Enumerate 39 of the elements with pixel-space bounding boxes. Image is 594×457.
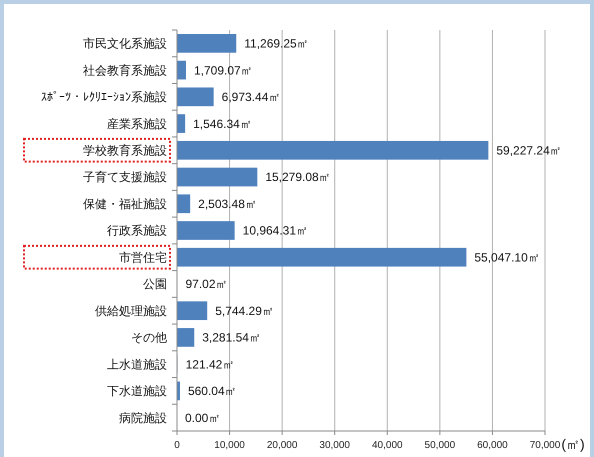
x-tick-label: 0 <box>174 440 180 451</box>
x-tick-label: 40,000 <box>372 440 404 451</box>
x-tick-label: 60,000 <box>477 440 508 451</box>
y-tick-label: 行政系施設 <box>107 224 167 238</box>
y-tick-label: 下水道施設 <box>107 384 167 398</box>
x-tick-label: 30,000 <box>319 440 350 451</box>
y-tick-label: 公園 <box>143 277 167 292</box>
y-tick-label: 産業系施設 <box>107 116 167 131</box>
data-label: 15,279.08㎡ <box>265 170 331 184</box>
data-label: 11,269.25㎡ <box>244 36 309 51</box>
x-tick-label: 50,000 <box>424 440 456 451</box>
x-tick-label: 70,000 <box>530 440 561 451</box>
y-tick-label: 市民文化系施設 <box>83 36 167 51</box>
data-label: 560.04㎡ <box>188 384 237 398</box>
x-axis-title: (㎡) <box>561 436 585 452</box>
y-tick-label: 上水道施設 <box>107 357 167 372</box>
y-tick-label: 保健・福祉施設 <box>83 196 167 211</box>
data-label: 0.00㎡ <box>185 410 220 425</box>
data-label: 1,709.07㎡ <box>194 63 253 78</box>
y-tick-label: 供給処理施設 <box>95 304 167 318</box>
data-label: 10,964.31㎡ <box>242 224 308 238</box>
data-label: 97.02㎡ <box>186 277 228 292</box>
y-tick-label: 病院施設 <box>119 410 167 425</box>
y-tick-label: その他 <box>131 330 167 345</box>
x-tick-label: 10,000 <box>214 440 246 451</box>
y-tick-label: ｽﾎﾟｰﾂ・ﾚｸﾘｴｰｼｮﾝ系施設 <box>41 90 167 104</box>
data-label: 3,281.54㎡ <box>202 330 261 345</box>
data-label: 59,227.24㎡ <box>496 144 562 158</box>
data-label: 6,973.44㎡ <box>222 90 280 104</box>
y-tick-label: 子育て支援施設 <box>83 170 167 184</box>
data-label: 121.42㎡ <box>186 357 234 372</box>
y-tick-label: 学校教育系施設 <box>83 144 167 158</box>
data-label: 2,503.48㎡ <box>198 196 257 211</box>
y-tick-label: 社会教育系施設 <box>83 63 167 78</box>
y-tick-label: 市営住宅 <box>119 250 167 264</box>
data-label: 1,546.34㎡ <box>193 116 252 131</box>
data-label: 55,047.10㎡ <box>474 250 540 264</box>
data-label: 5,744.29㎡ <box>215 304 274 318</box>
x-tick-label: 20,000 <box>266 440 298 451</box>
